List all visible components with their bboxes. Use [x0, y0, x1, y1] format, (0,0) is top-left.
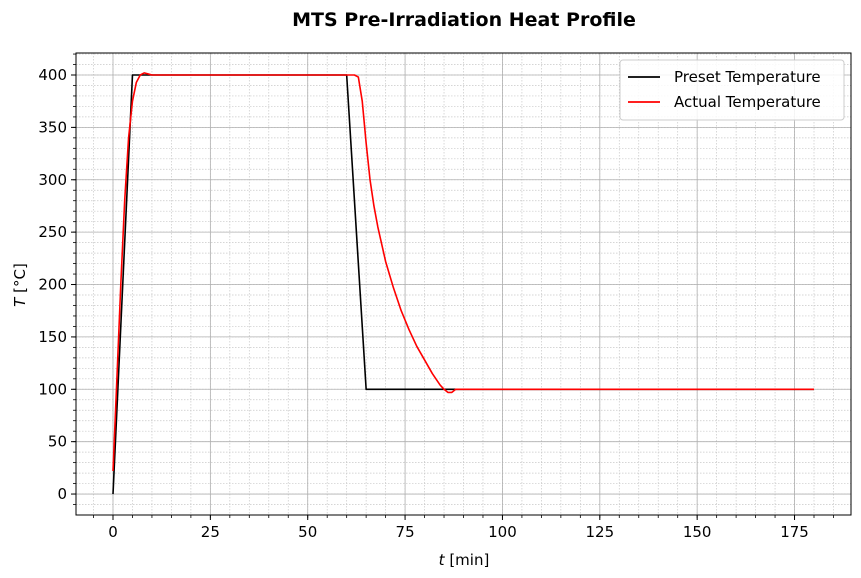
- x-tick-label: 100: [488, 523, 517, 541]
- minor-grid: [76, 53, 851, 515]
- y-tick-label: 250: [38, 223, 67, 241]
- y-tick-label: 400: [38, 66, 67, 84]
- y-axis-label: T [°C]: [11, 263, 29, 307]
- chart-title: MTS Pre-Irradiation Heat Profile: [292, 9, 636, 31]
- x-tick-label: 25: [201, 523, 220, 541]
- y-tick-label: 350: [38, 118, 67, 136]
- y-axis-unit: [°C]: [11, 263, 29, 297]
- y-tick-label: 100: [38, 380, 67, 398]
- x-tick-label: 75: [396, 523, 415, 541]
- y-tick-label: 150: [38, 328, 67, 346]
- legend-label-actual-temperature: Actual Temperature: [674, 93, 821, 111]
- x-axis-variable: t: [439, 551, 446, 569]
- y-axis-variable: T: [11, 296, 29, 307]
- series-line-actual-temperature: [112, 72, 814, 472]
- x-axis-unit: [min]: [445, 551, 490, 569]
- axis-ticks: 0 25 50 75 100 125 150 175 0 50 100 150 200 250 300 350…: [38, 53, 834, 541]
- x-tick-label: 175: [780, 523, 809, 541]
- x-axis-label: t [min]: [439, 551, 490, 569]
- major-grid: [76, 53, 851, 515]
- y-tick-label: 0: [57, 485, 67, 503]
- legend-label-preset-temperature: Preset Temperature: [674, 68, 821, 86]
- x-tick-label: 150: [683, 523, 712, 541]
- legend-box: [619, 59, 845, 121]
- y-tick-label: 200: [38, 276, 67, 294]
- x-tick-label: 125: [585, 523, 614, 541]
- x-tick-label: 50: [298, 523, 317, 541]
- series-layer: [112, 72, 814, 495]
- legend: Preset Temperature Actual Temperature: [619, 59, 845, 121]
- y-tick-label: 300: [38, 171, 67, 189]
- y-tick-label: 50: [48, 433, 67, 451]
- x-tick-label: 0: [108, 523, 118, 541]
